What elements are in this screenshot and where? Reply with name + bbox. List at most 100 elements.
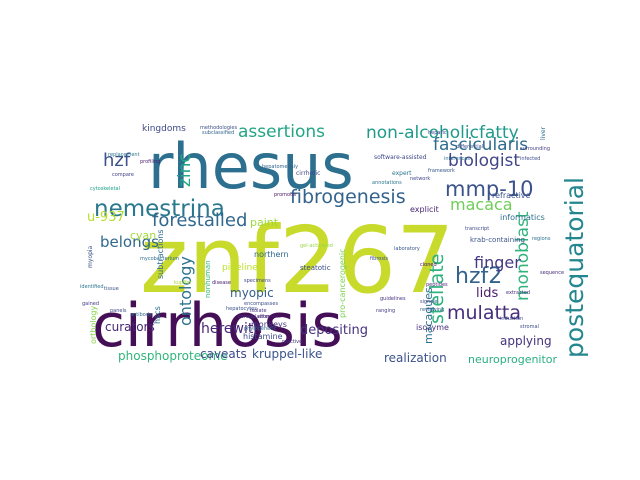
- cloud-word: stellate: [426, 254, 448, 324]
- cloud-word: kupffer: [174, 280, 193, 286]
- cloud-word: northern: [254, 250, 289, 259]
- cloud-word: kruppel-like: [252, 347, 322, 361]
- cloud-word: belongs: [100, 233, 159, 251]
- cloud-word: hepatic: [428, 130, 447, 136]
- cloud-word: forestalled: [152, 210, 247, 231]
- cloud-word: surrounding: [520, 146, 550, 152]
- cloud-word: induction: [500, 316, 523, 322]
- cloud-word: cytoskeletal: [90, 186, 120, 192]
- cloud-word: ontology: [176, 256, 195, 326]
- cloud-word: replacement: [108, 152, 140, 158]
- cloud-word: phosphoproteome: [118, 349, 228, 363]
- cloud-word: finger: [474, 253, 521, 272]
- cloud-word: attempts: [258, 314, 281, 320]
- cloud-word: depositing: [300, 323, 368, 338]
- cloud-word: cyan: [130, 229, 156, 242]
- cloud-word: antibody: [130, 312, 152, 318]
- cloud-word: subtractions: [156, 229, 165, 279]
- cloud-word: cloned: [420, 262, 437, 268]
- cloud-word: hepatomegaly: [262, 164, 298, 170]
- cloud-word: software-assisted: [374, 154, 427, 161]
- cloud-word: histamine: [243, 332, 283, 341]
- cloud-word: curators: [105, 320, 155, 334]
- cloud-word: stromal: [520, 324, 539, 330]
- cloud-word: hscs: [153, 306, 162, 324]
- cloud-word: explicit: [410, 205, 439, 214]
- cloud-word: hzf2: [455, 264, 502, 289]
- cloud-word: lids: [476, 286, 498, 301]
- cloud-word: monoblast: [513, 211, 533, 301]
- cloud-background: [80, 120, 580, 370]
- cloud-word: subclassified: [202, 130, 234, 136]
- cloud-word: promoter: [274, 192, 298, 198]
- cloud-word: network: [410, 176, 430, 182]
- cloud-word: profiling: [140, 159, 160, 165]
- cloud-word: sequence: [540, 270, 564, 276]
- cloud-word: infected: [520, 156, 540, 162]
- cloud-word: differential: [456, 144, 483, 150]
- cloud-word: reactive: [282, 339, 302, 345]
- cloud-word: expert: [392, 170, 412, 177]
- cloud-word: u-937: [87, 210, 125, 225]
- cloud-word: postequatorial: [560, 177, 589, 358]
- cloud-word: disease: [212, 280, 231, 286]
- cloud-word: macaca: [450, 195, 513, 214]
- cloud-word: hzf: [103, 150, 131, 171]
- cloud-word: extracted: [506, 290, 530, 296]
- cloud-word: encompasses: [244, 301, 278, 307]
- cloud-word: myopic: [230, 286, 274, 300]
- cloud-word: gained: [82, 301, 99, 307]
- cloud-word: guidelines: [380, 296, 406, 302]
- cloud-word: inferences: [444, 156, 470, 162]
- cloud-word: phylogenetic: [244, 326, 277, 332]
- cloud-word: krab-containing: [470, 236, 525, 244]
- cloud-word: assertions: [238, 122, 325, 142]
- cloud-word: mycobacterium: [140, 256, 179, 262]
- cloud-word: cirrhosis: [92, 291, 343, 361]
- cloud-word: nonhuman: [204, 260, 212, 298]
- cloud-word: znf267: [140, 207, 455, 314]
- cloud-word: identified: [80, 284, 104, 290]
- cloud-word: annotations: [372, 180, 402, 186]
- cloud-word: ranging: [376, 308, 395, 314]
- cloud-word: orthology: [89, 306, 98, 344]
- cloud-word: methodologies: [200, 125, 237, 131]
- cloud-word: transcript: [465, 226, 489, 232]
- cloud-word: fascicularis: [433, 135, 528, 155]
- cloud-word: liver: [540, 126, 547, 140]
- cloud-word: biologist: [448, 151, 520, 171]
- cloud-word: fibrogenesis: [290, 186, 406, 208]
- cloud-word: hepatocytes: [226, 306, 257, 312]
- cloud-word: zinc: [175, 153, 195, 187]
- cloud-word: isozyme: [416, 323, 449, 332]
- cloud-word: rhesus: [148, 130, 354, 203]
- cloud-word: realization: [384, 351, 447, 365]
- cloud-word: nemestrina: [94, 196, 225, 222]
- cloud-word: non-alcoholicfatty: [366, 123, 519, 143]
- cloud-word: peptides: [426, 282, 448, 288]
- cloud-word: pipeline: [222, 263, 258, 273]
- cloud-word: coregulation: [238, 314, 269, 320]
- cloud-word: kingdoms: [142, 124, 186, 134]
- cloud-word: monkeys: [251, 320, 287, 329]
- cloud-word: specimens: [244, 278, 271, 284]
- cloud-word: panels: [110, 308, 127, 314]
- cloud-word: informatics: [500, 213, 545, 222]
- cloud-word: refractive: [492, 191, 531, 200]
- cloud-word: pro-cancerogenic: [338, 248, 347, 318]
- cloud-word: framework: [428, 168, 455, 174]
- cloud-word: mmp-10: [445, 177, 534, 201]
- cloud-word: caveats: [200, 347, 247, 361]
- cloud-word: cirrhotic: [296, 170, 320, 177]
- cloud-word: neuroprogenitor: [468, 353, 558, 366]
- cloud-word: gel-activated: [300, 243, 333, 249]
- cloud-word: isolate: [250, 308, 267, 314]
- cloud-word: paint: [250, 216, 279, 229]
- cloud-word: herewith: [201, 321, 262, 337]
- cloud-word: mulatta: [447, 302, 521, 324]
- cloud-word: applying: [500, 334, 552, 348]
- cloud-word: signals: [420, 299, 438, 305]
